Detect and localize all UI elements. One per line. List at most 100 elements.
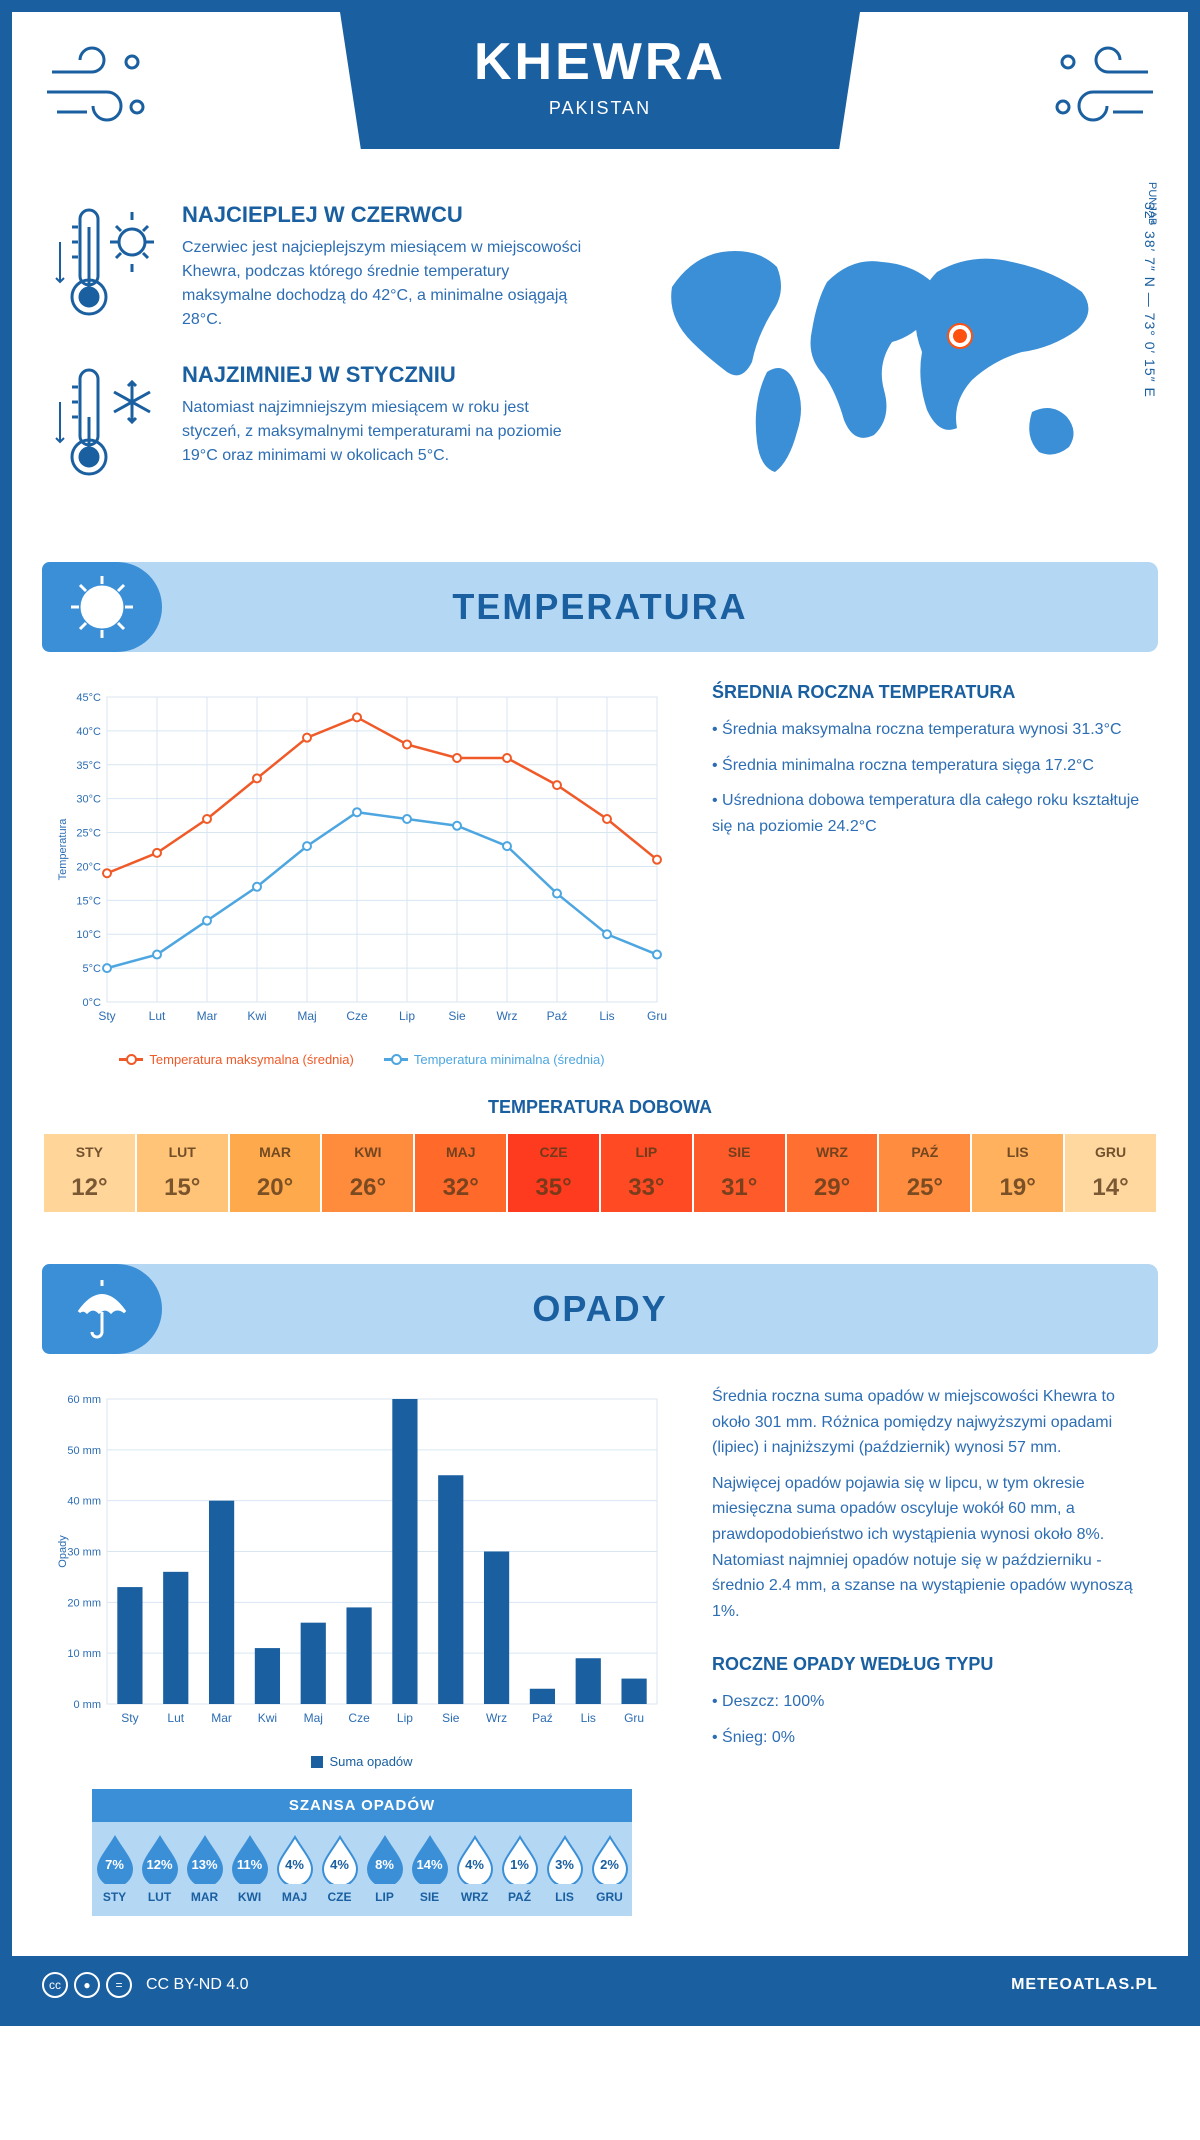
- svg-text:40°C: 40°C: [76, 726, 101, 738]
- rain-chance-cell: 4% MAJ: [272, 1834, 317, 1904]
- svg-text:Gru: Gru: [647, 1009, 667, 1023]
- heatmap-month: MAJ: [415, 1144, 506, 1160]
- svg-text:25°C: 25°C: [76, 828, 101, 840]
- license-text: CC BY-ND 4.0: [146, 1976, 249, 1994]
- svg-text:30 mm: 30 mm: [67, 1547, 101, 1559]
- svg-text:Lut: Lut: [167, 1711, 184, 1725]
- svg-text:Maj: Maj: [304, 1711, 323, 1725]
- raindrop-icon: 3%: [544, 1834, 586, 1884]
- rain-chance-month: MAR: [182, 1890, 227, 1904]
- svg-text:Paź: Paź: [532, 1711, 553, 1725]
- svg-text:20°C: 20°C: [76, 861, 101, 873]
- rain-chance-month: SIE: [407, 1890, 452, 1904]
- bar-chart: 0 mm10 mm20 mm30 mm40 mm50 mm60 mmOpadyS…: [52, 1384, 672, 1744]
- heatmap-cell: MAR 20°: [228, 1134, 321, 1212]
- wind-icon: [1048, 42, 1158, 132]
- svg-text:45°C: 45°C: [76, 692, 101, 704]
- cold-fact-text: Natomiast najzimniejszym miesiącem w rok…: [182, 396, 585, 468]
- precipitation-info: Średnia roczna suma opadów w miejscowośc…: [712, 1384, 1148, 1916]
- svg-text:15°C: 15°C: [76, 895, 101, 907]
- temp-bullet: • Średnia minimalna roczna temperatura s…: [712, 753, 1148, 779]
- svg-text:Mar: Mar: [197, 1009, 218, 1023]
- svg-text:Mar: Mar: [211, 1711, 232, 1725]
- temperature-legend: Temperatura maksymalna (średnia) Tempera…: [52, 1052, 672, 1067]
- svg-text:0 mm: 0 mm: [74, 1699, 102, 1711]
- legend-max: Temperatura maksymalna (średnia): [149, 1052, 353, 1067]
- rain-chance-cell: 11% KWI: [227, 1834, 272, 1904]
- temperature-chart: 0°C5°C10°C15°C20°C25°C30°C35°C40°C45°CSt…: [52, 682, 672, 1067]
- rain-chance-panel: SZANSA OPADÓW 7% STY 12% LUT: [92, 1789, 632, 1916]
- heatmap-cell: LIP 33°: [599, 1134, 692, 1212]
- rain-chance-month: GRU: [587, 1890, 632, 1904]
- heatmap-cell: WRZ 29°: [785, 1134, 878, 1212]
- svg-text:Gru: Gru: [624, 1711, 644, 1725]
- heatmap-month: GRU: [1065, 1144, 1156, 1160]
- raindrop-icon: 4%: [319, 1834, 361, 1884]
- raindrop-icon: 11%: [229, 1834, 271, 1884]
- heatmap-month: LUT: [137, 1144, 228, 1160]
- svg-text:0°C: 0°C: [83, 997, 102, 1009]
- heatmap-month: PAŹ: [879, 1144, 970, 1160]
- facts-column: NAJCIEPLEJ W CZERWCU Czerwiec jest najci…: [52, 202, 585, 512]
- cc-icon: cc: [42, 1972, 68, 1998]
- heatmap-value: 14°: [1065, 1174, 1156, 1202]
- heatmap-month: LIP: [601, 1144, 692, 1160]
- cold-fact: NAJZIMNIEJ W STYCZNIU Natomiast najzimni…: [52, 362, 585, 482]
- precipitation-section-header: OPADY: [42, 1264, 1158, 1354]
- svg-text:30°C: 30°C: [76, 794, 101, 806]
- heatmap-month: CZE: [508, 1144, 599, 1160]
- precip-type-bullet: • Deszcz: 100%: [712, 1689, 1148, 1715]
- temperature-section-header: TEMPERATURA: [42, 562, 1158, 652]
- rain-chance-month: CZE: [317, 1890, 362, 1904]
- heatmap-cell: CZE 35°: [506, 1134, 599, 1212]
- svg-text:Lip: Lip: [399, 1009, 415, 1023]
- svg-text:10°C: 10°C: [76, 929, 101, 941]
- svg-text:60 mm: 60 mm: [67, 1394, 101, 1406]
- heatmap-cell: LIS 19°: [970, 1134, 1063, 1212]
- rain-chance-month: STY: [92, 1890, 137, 1904]
- svg-text:Wrz: Wrz: [496, 1009, 517, 1023]
- umbrella-icon: [42, 1264, 162, 1354]
- wind-icon: [42, 42, 152, 132]
- svg-text:Opady: Opady: [57, 1535, 69, 1568]
- license: cc ● = CC BY-ND 4.0: [42, 1972, 249, 1998]
- title-banner: KHEWRA PAKISTAN: [340, 12, 860, 149]
- svg-text:Lut: Lut: [149, 1009, 166, 1023]
- precip-text-2: Najwięcej opadów pojawia się w lipcu, w …: [712, 1471, 1148, 1625]
- raindrop-icon: 7%: [94, 1834, 136, 1884]
- heatmap-value: 35°: [508, 1174, 599, 1202]
- coordinates: 32° 38′ 7″ N — 73° 0′ 15″ E: [1142, 202, 1158, 398]
- rain-chance-cell: 14% SIE: [407, 1834, 452, 1904]
- svg-text:10 mm: 10 mm: [67, 1648, 101, 1660]
- legend-precip: Suma opadów: [329, 1754, 412, 1769]
- thermometer-sun-icon: [52, 202, 162, 332]
- heatmap-value: 20°: [230, 1174, 321, 1202]
- line-chart: 0°C5°C10°C15°C20°C25°C30°C35°C40°C45°CSt…: [52, 682, 672, 1042]
- raindrop-icon: 14%: [409, 1834, 451, 1884]
- heatmap-month: WRZ: [787, 1144, 878, 1160]
- intro-section: NAJCIEPLEJ W CZERWCU Czerwiec jest najci…: [12, 192, 1188, 542]
- daily-temperature-heatmap: STY 12° LUT 15° MAR 20° KWI 26° MAJ 32° …: [42, 1132, 1158, 1214]
- heatmap-value: 26°: [322, 1174, 413, 1202]
- rain-chance-month: KWI: [227, 1890, 272, 1904]
- heatmap-month: KWI: [322, 1144, 413, 1160]
- svg-text:Sty: Sty: [98, 1009, 115, 1023]
- heatmap-value: 12°: [44, 1174, 135, 1202]
- heatmap-month: MAR: [230, 1144, 321, 1160]
- svg-text:Kwi: Kwi: [247, 1009, 266, 1023]
- raindrop-icon: 8%: [364, 1834, 406, 1884]
- rain-chance-month: WRZ: [452, 1890, 497, 1904]
- rain-chance-cell: 12% LUT: [137, 1834, 182, 1904]
- footer: cc ● = CC BY-ND 4.0 METEOATLAS.PL: [12, 1956, 1188, 2014]
- rain-chance-month: PAŹ: [497, 1890, 542, 1904]
- raindrop-icon: 4%: [274, 1834, 316, 1884]
- heatmap-cell: PAŹ 25°: [877, 1134, 970, 1212]
- svg-text:Sie: Sie: [448, 1009, 466, 1023]
- map-column: PUNJAB 32° 38′ 7″ N — 73° 0′ 15″ E: [615, 202, 1148, 512]
- raindrop-icon: 2%: [589, 1834, 631, 1884]
- heatmap-cell: KWI 26°: [320, 1134, 413, 1212]
- svg-text:Temperatura: Temperatura: [57, 818, 69, 881]
- svg-text:50 mm: 50 mm: [67, 1445, 101, 1457]
- rain-chance-cell: 13% MAR: [182, 1834, 227, 1904]
- svg-text:Paź: Paź: [547, 1009, 568, 1023]
